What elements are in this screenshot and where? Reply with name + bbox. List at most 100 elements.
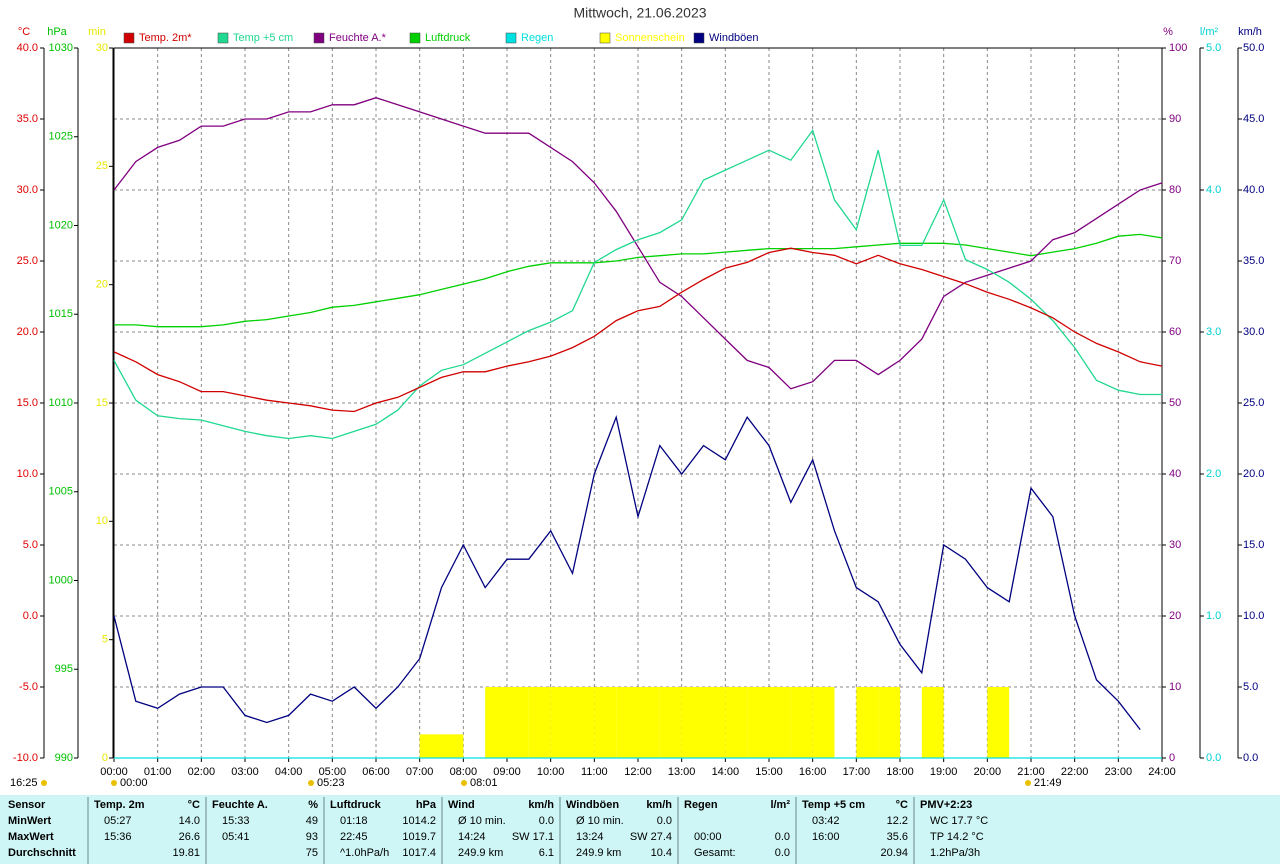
- y-tick-label: 2.0: [1206, 468, 1221, 480]
- table-cell: 15:33: [222, 815, 250, 827]
- sun-marker: [308, 780, 314, 786]
- sunshine-bar: [659, 687, 682, 758]
- x-tick-label: 14:00: [712, 766, 740, 778]
- legend-label: Regen: [521, 32, 553, 44]
- table-cell: 6.1: [539, 847, 554, 859]
- series-line: [113, 247, 1163, 413]
- legend-swatch: [505, 32, 517, 44]
- chart-title: Mittwoch, 21.06.2023: [573, 5, 706, 21]
- x-tick-label: 04:00: [275, 766, 303, 778]
- y-tick-label: 40: [1169, 468, 1181, 480]
- sunshine-bar: [528, 687, 551, 758]
- annotation: 08:01: [470, 777, 498, 789]
- sunshine-bar: [419, 734, 442, 758]
- x-tick-label: 23:00: [1105, 766, 1133, 778]
- table-cell: 22:45: [340, 831, 368, 843]
- table-cell: 93: [306, 831, 318, 843]
- table-cell: 13:24: [576, 831, 604, 843]
- y-tick-label: 20: [96, 279, 108, 291]
- y-tick-label: 5.0: [1243, 681, 1258, 693]
- table-cell: Ø 10 min.: [576, 815, 624, 827]
- y-tick-label: 1015: [49, 308, 73, 320]
- y-tick-label: -5.0: [19, 681, 38, 693]
- y-tick-label: 1.0: [1206, 610, 1221, 622]
- y-tick-label: 10: [96, 515, 108, 527]
- series-line: [114, 233, 1163, 328]
- sun-marker: [461, 780, 467, 786]
- table-cell: WC 17.7 °C: [930, 815, 988, 827]
- y-tick-label: 1005: [49, 486, 73, 498]
- y-tick-label: 40.0: [17, 42, 38, 54]
- sunshine-bar: [747, 687, 769, 758]
- sunshine-bar: [550, 687, 573, 758]
- y-tick-label: 25.0: [1243, 397, 1264, 409]
- row-label: MinWert: [8, 815, 52, 827]
- x-tick-label: 03:00: [231, 766, 259, 778]
- table-cell: 10.4: [651, 847, 672, 859]
- sunshine-bar: [485, 687, 507, 758]
- sunshine-bar: [703, 687, 726, 758]
- table-cell: 15:36: [104, 831, 132, 843]
- y-tick-label: 10: [1169, 681, 1181, 693]
- y-tick-label: 90: [1169, 113, 1181, 125]
- sun-marker: [111, 780, 117, 786]
- axis-unit: l/m²: [1200, 26, 1219, 38]
- section-header: Temp. 2m: [94, 799, 145, 811]
- table-cell: 249.9 km: [458, 847, 503, 859]
- y-tick-label: 5: [102, 634, 108, 646]
- legend-swatch: [693, 32, 705, 44]
- table-cell: ^1.0hPa/h: [340, 847, 389, 859]
- x-tick-label: 05:00: [319, 766, 347, 778]
- x-tick-label: 11:00: [581, 766, 608, 778]
- y-tick-label: 3.0: [1206, 326, 1221, 338]
- y-tick-label: 1000: [49, 574, 73, 586]
- annotation: 05:23: [317, 777, 345, 789]
- y-tick-label: 1030: [49, 42, 73, 54]
- sunshine-bar: [769, 687, 791, 758]
- y-tick-label: 0.0: [23, 610, 38, 622]
- table-cell: 1.2hPa/3h: [930, 847, 980, 859]
- y-tick-label: 50.0: [1243, 42, 1264, 54]
- sunshine-bar: [790, 687, 813, 758]
- x-tick-label: 02:00: [188, 766, 216, 778]
- table-cell: 20.94: [880, 847, 908, 859]
- table-cell: 35.6: [887, 831, 908, 843]
- table-cell: 249.9 km: [576, 847, 621, 859]
- section-header: Regen: [684, 799, 718, 811]
- y-tick-label: 30: [1169, 539, 1181, 551]
- annotation: 21:49: [1034, 777, 1062, 789]
- table-cell: 05:27: [104, 815, 132, 827]
- table-background: [0, 795, 1280, 864]
- series-line: [113, 414, 1141, 730]
- y-tick-label: 5.0: [1206, 42, 1221, 54]
- y-tick-label: 20.0: [17, 326, 38, 338]
- axis-unit: min: [88, 26, 106, 38]
- y-tick-label: -10.0: [13, 752, 38, 764]
- section-header: Windböen: [566, 799, 619, 811]
- sunshine-bar: [987, 687, 1010, 758]
- x-tick-label: 22:00: [1061, 766, 1089, 778]
- y-tick-label: 30.0: [17, 184, 38, 196]
- sunshine-bar: [638, 687, 660, 758]
- section-unit: l/m²: [770, 799, 790, 811]
- y-tick-label: 30.0: [1243, 326, 1264, 338]
- x-tick-label: 10:00: [537, 766, 565, 778]
- table-cell: SW 27.4: [630, 831, 672, 843]
- table-cell: 0.0: [539, 815, 554, 827]
- y-tick-label: 995: [55, 663, 73, 675]
- section-unit: hPa: [416, 799, 437, 811]
- table-cell: 19.81: [172, 847, 200, 859]
- row-label: MaxWert: [8, 831, 54, 843]
- y-tick-label: 80: [1169, 184, 1181, 196]
- table-cell: Ø 10 min.: [458, 815, 506, 827]
- sun-marker: [1025, 780, 1031, 786]
- table-header: Sensor: [8, 799, 46, 811]
- axis-unit: %: [1163, 26, 1173, 38]
- table-cell: 26.6: [179, 831, 200, 843]
- axis-unit: km/h: [1238, 26, 1262, 38]
- y-tick-label: 15: [96, 397, 108, 409]
- y-tick-label: 35.0: [17, 113, 38, 125]
- table-cell: 1017.4: [402, 847, 436, 859]
- legend-label: Luftdruck: [425, 32, 471, 44]
- legend-swatch: [217, 32, 229, 44]
